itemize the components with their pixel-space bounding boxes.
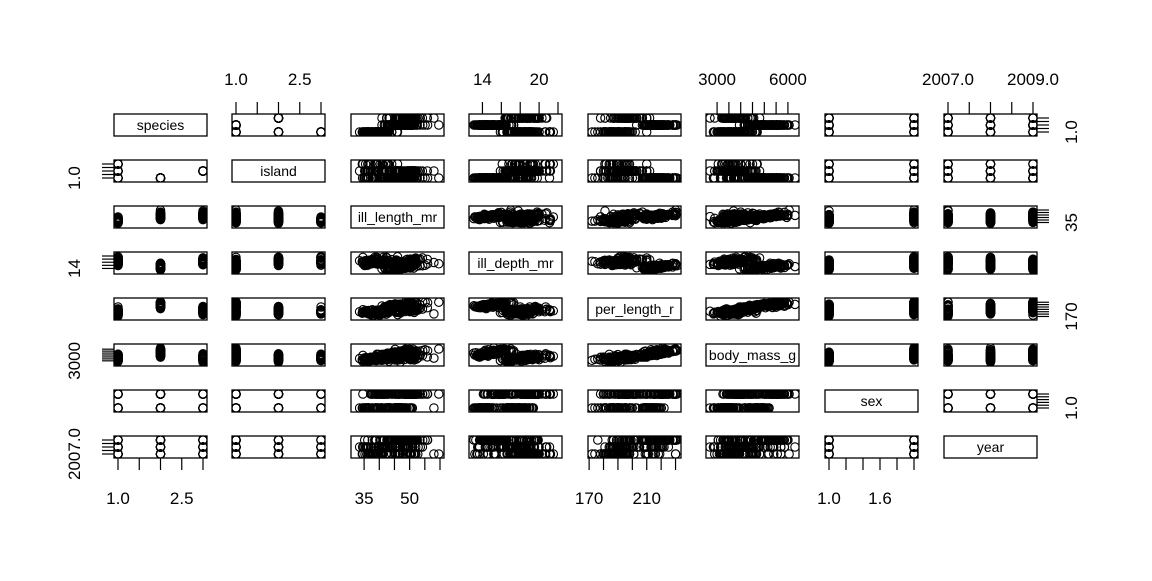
panel-frame	[944, 114, 1037, 136]
panel-0-6	[825, 114, 918, 136]
panel-0-1	[232, 114, 325, 136]
panel-frame	[232, 114, 325, 136]
panel-points	[355, 114, 443, 136]
panel-points	[232, 114, 325, 136]
panel-points	[944, 114, 1037, 136]
panel-1-2	[351, 160, 444, 182]
panel-0-3	[469, 114, 562, 136]
panel-points	[588, 206, 681, 228]
panel-0-5	[706, 114, 799, 136]
panel-2-1	[232, 206, 325, 228]
data-point	[274, 114, 282, 122]
panel-1-7	[944, 160, 1037, 182]
data-point	[317, 128, 325, 136]
panel-points	[825, 114, 918, 136]
panel-points	[232, 206, 325, 228]
panel-points	[114, 160, 207, 182]
panel-1-0	[114, 160, 207, 182]
panel-points	[470, 206, 558, 228]
panel-1-3	[469, 160, 562, 182]
panel-0-7	[944, 114, 1037, 136]
panel-frame	[825, 160, 918, 182]
panel-0-4	[588, 114, 681, 136]
panel-1-5	[706, 160, 799, 182]
panel-1-6	[825, 160, 918, 182]
panel-points	[706, 160, 799, 182]
panel-points	[355, 160, 443, 182]
panel-frame	[825, 114, 918, 136]
panel-2-0	[114, 206, 207, 228]
variable-label: ill_length_mr	[358, 209, 438, 225]
data-point	[199, 167, 207, 175]
variable-label: species	[137, 117, 184, 133]
panel-points	[114, 206, 207, 228]
panel-points	[470, 114, 558, 136]
data-point	[156, 174, 164, 182]
variable-label: island	[260, 163, 297, 179]
panel-points	[470, 160, 558, 182]
panel-points	[706, 114, 799, 136]
panel-points	[588, 114, 681, 136]
panel-2-2: ill_length_mr	[351, 206, 444, 228]
panel-points	[825, 160, 918, 182]
data-point	[601, 207, 609, 215]
panel-2-3	[469, 206, 562, 228]
panel-points	[944, 160, 1037, 182]
panel-frame	[114, 160, 207, 182]
panel-2-4	[588, 206, 681, 228]
panel-frame	[944, 160, 1037, 182]
data-point	[274, 128, 282, 136]
panel-points	[588, 160, 681, 182]
panel-0-0: species	[114, 114, 207, 136]
panel-0-2	[351, 114, 444, 136]
panel-1-1: island	[232, 160, 325, 182]
panel-1-4	[588, 160, 681, 182]
